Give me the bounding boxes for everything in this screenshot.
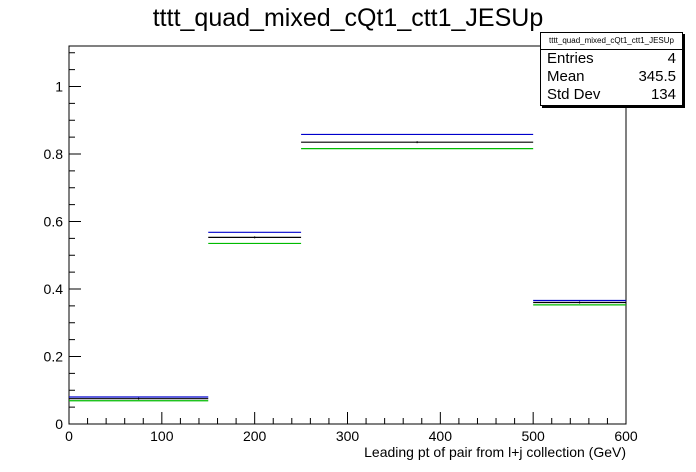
stats-label: Std Dev (547, 86, 601, 103)
x-tick-label: 200 (243, 428, 267, 444)
x-tick-label: 500 (521, 428, 545, 444)
stats-value: 345.5 (638, 68, 676, 85)
y-tick-label: 0.4 (44, 281, 64, 297)
x-tick-label: 400 (429, 428, 453, 444)
stats-row-mean: Mean 345.5 (541, 68, 682, 86)
x-tick-label: 0 (65, 428, 73, 444)
stats-value: 4 (667, 50, 676, 67)
y-tick-label: 0 (55, 416, 63, 432)
y-tick-label: 0.2 (44, 349, 64, 365)
y-tick-label: 0.6 (44, 214, 64, 230)
x-tick-label: 100 (150, 428, 174, 444)
y-tick-label: 0.8 (44, 146, 64, 162)
x-tick-label: 300 (336, 428, 360, 444)
x-tick-label: 600 (614, 428, 638, 444)
stats-value: 134 (650, 86, 676, 103)
stats-label: Entries (547, 50, 594, 67)
chart-title: tttt_quad_mixed_cQt1_ctt1_JESUp (152, 4, 544, 32)
stats-label: Mean (547, 68, 585, 85)
stats-box-name: tttt_quad_mixed_cQt1_ctt1_JESUp (541, 33, 682, 50)
stats-box: tttt_quad_mixed_cQt1_ctt1_JESUp Entries … (540, 32, 683, 106)
y-tick-label: 1 (55, 79, 63, 95)
stats-row-stddev: Std Dev 134 (541, 86, 682, 104)
x-axis-title: Leading pt of pair from l+j collection (… (364, 444, 626, 460)
stats-row-entries: Entries 4 (541, 50, 682, 68)
